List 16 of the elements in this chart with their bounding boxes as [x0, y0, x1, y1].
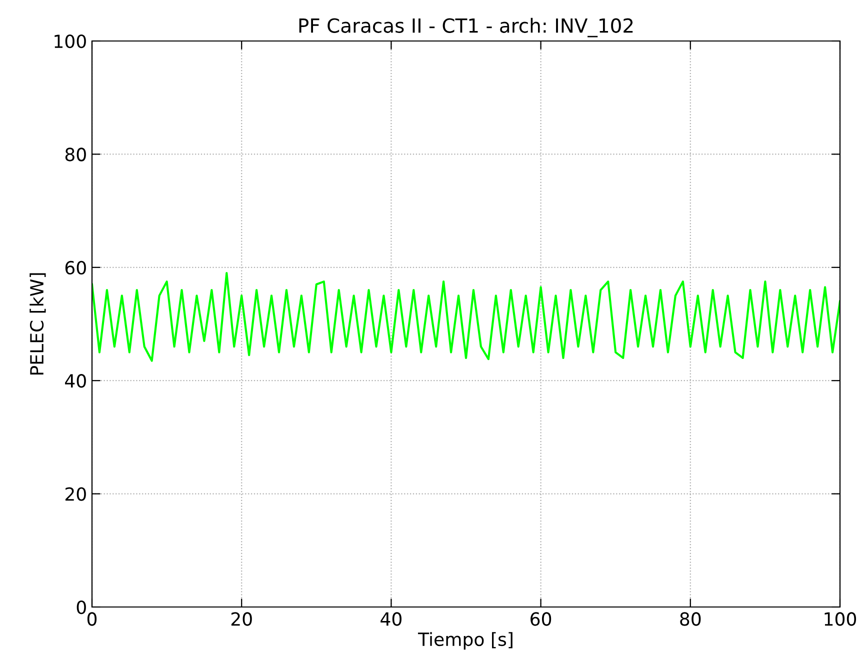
chart-title: PF Caracas II - CT1 - arch: INV_102	[299, 18, 633, 38]
x-axis-title: Tiempo [s]	[418, 632, 512, 650]
line-series	[92, 272, 840, 362]
y-axis-title: PELEC [kW]	[30, 273, 46, 374]
y-tick-label: 20	[65, 487, 86, 501]
x-tick-label: 0	[87, 612, 97, 626]
y-tick-label: 0	[76, 600, 86, 614]
y-tick-label: 100	[54, 34, 86, 48]
y-tick-label: 60	[65, 260, 86, 275]
x-tick-label: 100	[824, 612, 856, 626]
x-tick-label: 60	[530, 612, 552, 626]
x-tick-label: 40	[380, 612, 402, 626]
y-tick-label: 80	[65, 148, 86, 162]
x-tick-label: 20	[231, 612, 252, 626]
y-tick-label: 40	[65, 374, 86, 388]
x-tick-label: 80	[680, 612, 701, 626]
